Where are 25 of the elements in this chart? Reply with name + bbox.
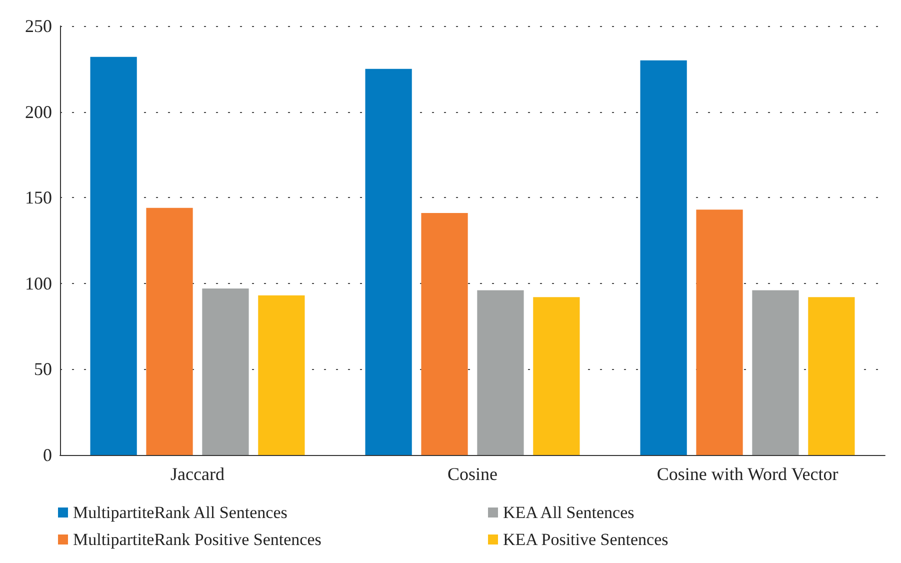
- x-tick-label: Cosine: [447, 464, 498, 484]
- legend-label: KEA Positive Sentences: [503, 530, 668, 549]
- y-tick-label: 250: [25, 16, 52, 36]
- bar: [696, 210, 743, 455]
- bar: [202, 288, 249, 455]
- y-tick-label: 200: [25, 102, 52, 122]
- bar: [477, 290, 524, 455]
- legend-label: MultipartiteRank All Sentences: [73, 503, 288, 522]
- x-tick-label: Jaccard: [170, 464, 224, 484]
- y-tick-label: 0: [43, 445, 52, 465]
- bar: [421, 213, 468, 455]
- bar: [365, 68, 412, 455]
- y-tick-label: 100: [25, 273, 52, 294]
- bar: [640, 60, 687, 455]
- bar: [146, 208, 193, 455]
- bar: [752, 290, 799, 455]
- bar: [258, 295, 305, 455]
- legend-label: MultipartiteRank Positive Sentences: [73, 530, 322, 549]
- legend-label: KEA All Sentences: [503, 503, 634, 522]
- x-tick-label: Cosine with Word Vector: [656, 464, 838, 484]
- bar: [533, 297, 580, 455]
- y-tick-label: 50: [34, 359, 52, 380]
- bar: [90, 56, 137, 455]
- y-tick-label: 150: [25, 188, 52, 208]
- bar: [808, 297, 855, 455]
